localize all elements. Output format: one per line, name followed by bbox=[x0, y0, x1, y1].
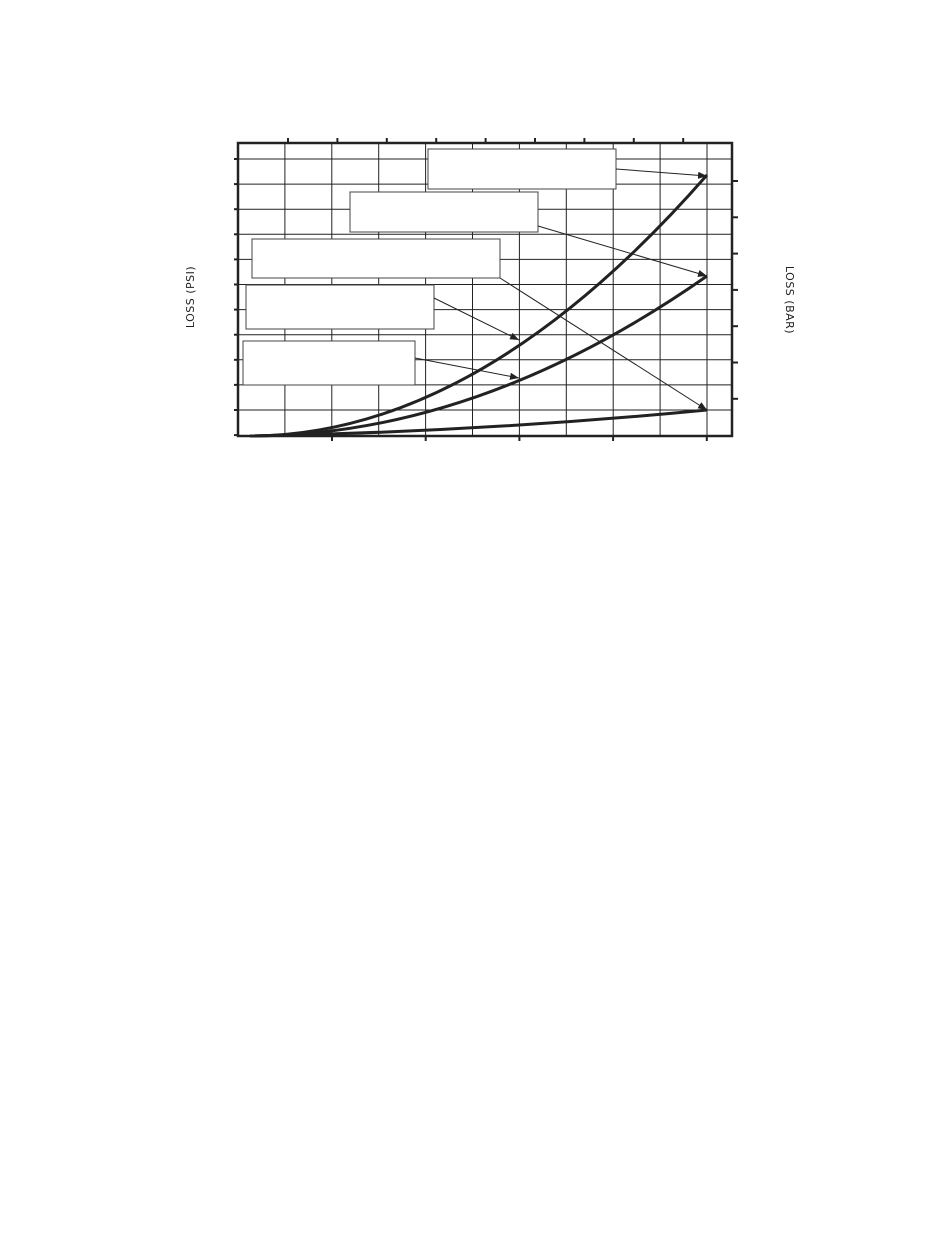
curve bbox=[249, 408, 708, 438]
label-box bbox=[251, 238, 501, 279]
leader-arrow bbox=[433, 297, 520, 341]
curve bbox=[249, 274, 708, 438]
label-box bbox=[245, 284, 435, 330]
label-box bbox=[427, 148, 617, 190]
label-box bbox=[242, 340, 416, 386]
y-axis-label: LOSS (PSI) bbox=[184, 266, 197, 328]
leader-arrow bbox=[499, 277, 708, 411]
curve bbox=[249, 174, 709, 438]
plot-area bbox=[234, 138, 738, 441]
ticks bbox=[234, 138, 738, 441]
leader-arrow bbox=[414, 357, 520, 380]
leader-arrow bbox=[537, 225, 708, 277]
y2-axis-label: LOSS (BAR) bbox=[783, 266, 796, 334]
label-box bbox=[349, 191, 539, 233]
leader-arrow bbox=[615, 168, 708, 179]
